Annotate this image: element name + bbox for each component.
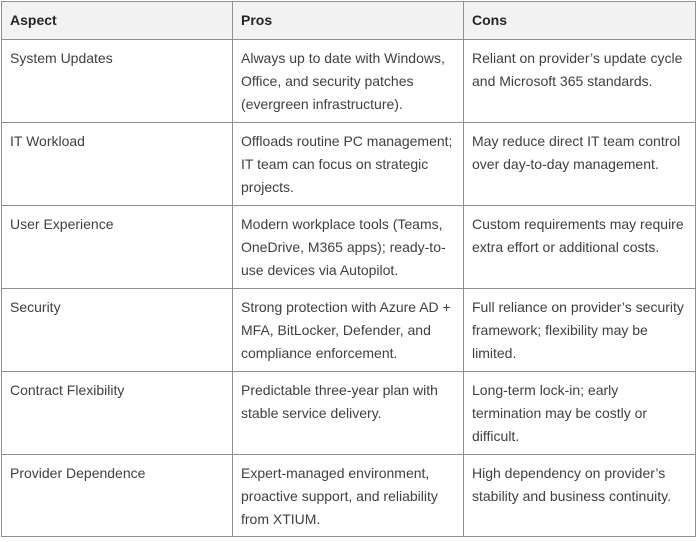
aspect-cell: Contract Flexibility	[1, 371, 233, 455]
aspect-cell: IT Workload	[1, 122, 233, 206]
pros-cell: Always up to date with Windows, Office, …	[232, 39, 464, 123]
table-row: User Experience Modern workplace tools (…	[1, 205, 696, 289]
header-pros: Pros	[232, 1, 464, 40]
aspect-cell: Provider Dependence	[1, 454, 233, 537]
header-aspect: Aspect	[1, 1, 233, 40]
cons-cell: Full reliance on provider’s security fra…	[463, 288, 696, 372]
cons-cell: High dependency on provider’s stability …	[463, 454, 696, 537]
pros-cell: Predictable three-year plan with stable …	[232, 371, 464, 455]
cons-cell: Long-term lock-in; early termination may…	[463, 371, 696, 455]
table-header-row: Aspect Pros Cons	[1, 1, 696, 40]
pros-cell: Offloads routine PC management; IT team …	[232, 122, 464, 206]
cons-cell: Reliant on provider’s update cycle and M…	[463, 39, 696, 123]
aspect-cell: Security	[1, 288, 233, 372]
aspect-cell: System Updates	[1, 39, 233, 123]
table-row: Provider Dependence Expert-managed envir…	[1, 454, 696, 537]
table-row: Security Strong protection with Azure AD…	[1, 288, 696, 372]
header-cons: Cons	[463, 1, 696, 40]
pros-cell: Modern workplace tools (Teams, OneDrive,…	[232, 205, 464, 289]
pros-cell: Expert-managed environment, proactive su…	[232, 454, 464, 537]
pros-cell: Strong protection with Azure AD + MFA, B…	[232, 288, 464, 372]
table-row: Contract Flexibility Predictable three-y…	[1, 371, 696, 455]
table-row: System Updates Always up to date with Wi…	[1, 39, 696, 123]
cons-cell: May reduce direct IT team control over d…	[463, 122, 696, 206]
cons-cell: Custom requirements may require extra ef…	[463, 205, 696, 289]
aspect-cell: User Experience	[1, 205, 233, 289]
table-row: IT Workload Offloads routine PC manageme…	[1, 122, 696, 206]
